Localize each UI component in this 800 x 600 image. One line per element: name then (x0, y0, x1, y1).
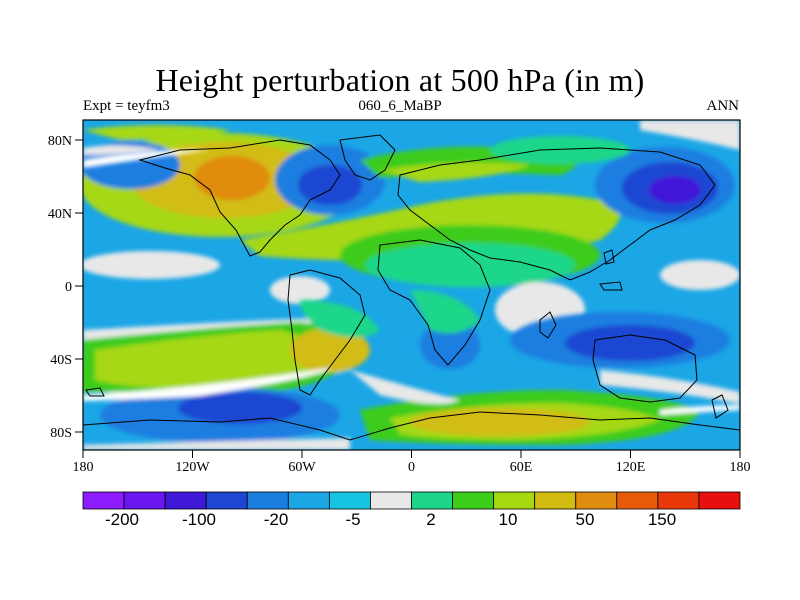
colorbar-label: -20 (264, 510, 289, 529)
colorbar-swatch (616, 491, 659, 510)
experiment-label: Expt = teyfm3 (83, 98, 170, 114)
colorbar-swatch (82, 491, 125, 510)
colorbar-swatch (164, 491, 207, 510)
colorbar-label: 10 (499, 510, 518, 529)
colorbar-label: -100 (182, 510, 216, 529)
colorbar-labels: -200 -100 -20 -5 2 10 50 150 (105, 510, 676, 529)
y-tick-label: 80N (48, 134, 72, 149)
colorbar-label: -200 (105, 510, 139, 529)
colorbar-swatch (246, 491, 289, 510)
x-tick-label: 180 (73, 460, 94, 475)
colorbar-label: 150 (648, 510, 676, 529)
colorbar-swatch (698, 491, 741, 510)
colorbar-swatch (328, 491, 371, 510)
x-tick-label: 120W (175, 460, 210, 475)
x-tick-label: 0 (408, 460, 415, 475)
y-tick-label: 80S (50, 426, 72, 441)
plot-title: Height perturbation at 500 hPa (in m) (155, 62, 645, 98)
colorbar-swatch (287, 491, 330, 510)
colorbar-swatch (534, 491, 577, 510)
x-tick-labels: 180 120W 60W 0 60E 120E 180 (73, 460, 751, 475)
colorbar-swatch (411, 491, 453, 510)
colorbar-label: 2 (426, 510, 435, 529)
y-tick-label: 40S (50, 353, 72, 368)
colorbar-swatch (575, 491, 618, 510)
x-tick-label: 180 (730, 460, 751, 475)
colorbar-swatch (123, 491, 166, 510)
colorbar-label: 50 (576, 510, 595, 529)
coastlines (83, 134, 740, 441)
axis-ticks (75, 139, 741, 458)
y-tick-label: 40N (48, 207, 72, 222)
height-field (83, 120, 740, 450)
colorbar-swatch (452, 491, 495, 510)
x-tick-label: 60E (510, 460, 533, 475)
colorbar-swatch (205, 491, 248, 510)
colorbar-swatch (493, 491, 536, 510)
x-tick-label: 60W (288, 460, 316, 475)
colorbar-label: -5 (345, 510, 360, 529)
period-label: 060_6_MaBP (358, 98, 442, 114)
colorbar (82, 491, 741, 510)
y-tick-labels: 80N 40N 0 40S 80S (48, 134, 72, 441)
x-tick-label: 120E (616, 460, 646, 475)
y-tick-label: 0 (65, 280, 72, 295)
colorbar-swatch (370, 491, 412, 510)
colorbar-swatch (657, 491, 700, 510)
season-label: ANN (706, 98, 740, 114)
